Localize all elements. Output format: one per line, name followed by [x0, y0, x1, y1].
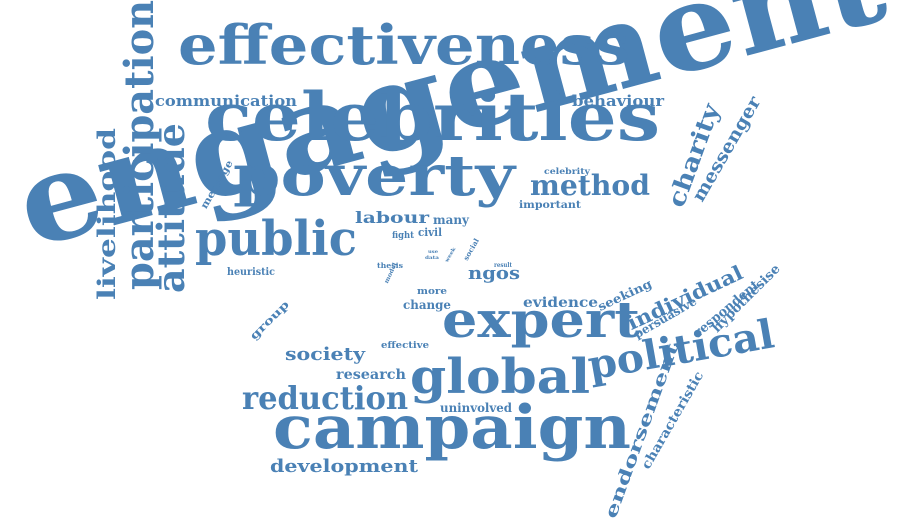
word-expert: expert — [442, 290, 640, 349]
word-week: week — [444, 246, 458, 264]
word-attitude: attitude — [149, 123, 193, 293]
word-communication: communication — [155, 92, 298, 110]
word-celebrities: celebrities — [205, 78, 661, 156]
word-method: method — [530, 169, 650, 202]
word-public: public — [195, 211, 358, 267]
word-social: social — [461, 236, 481, 262]
word-effective: effective — [381, 341, 430, 351]
word-campaign: campaign — [273, 393, 631, 463]
word-celebrity: celebrity — [544, 166, 590, 176]
word-ngos: ngos — [468, 263, 521, 284]
word-civil: civil — [418, 226, 442, 239]
word-use: use — [428, 249, 438, 255]
word-research: research — [336, 367, 407, 383]
word-poverty: poverty — [233, 143, 515, 209]
word-livelihood: livelihood — [92, 127, 121, 301]
word-development: development — [270, 456, 419, 477]
word-heuristic: heuristic — [227, 267, 276, 278]
word-evidence: evidence — [523, 295, 598, 311]
word-fight: fight — [392, 231, 414, 241]
word-thesis: thesis — [377, 261, 404, 270]
word-reduction: reduction — [242, 379, 409, 417]
word-important: important — [519, 200, 582, 211]
word-many: many — [433, 213, 469, 227]
word-effectiveness: effectiveness — [178, 13, 630, 77]
word-data: data — [425, 255, 440, 261]
word-uninvolved: uninvolved — [440, 401, 513, 415]
word-society: society — [285, 344, 365, 365]
word-global: global — [410, 349, 591, 405]
word-behaviour: behaviour — [572, 92, 665, 110]
word-group: group — [247, 297, 292, 343]
word-result: result — [494, 262, 513, 269]
word-more: more — [417, 287, 448, 297]
word-labour: labour — [355, 208, 430, 227]
word-change: change — [403, 298, 451, 312]
